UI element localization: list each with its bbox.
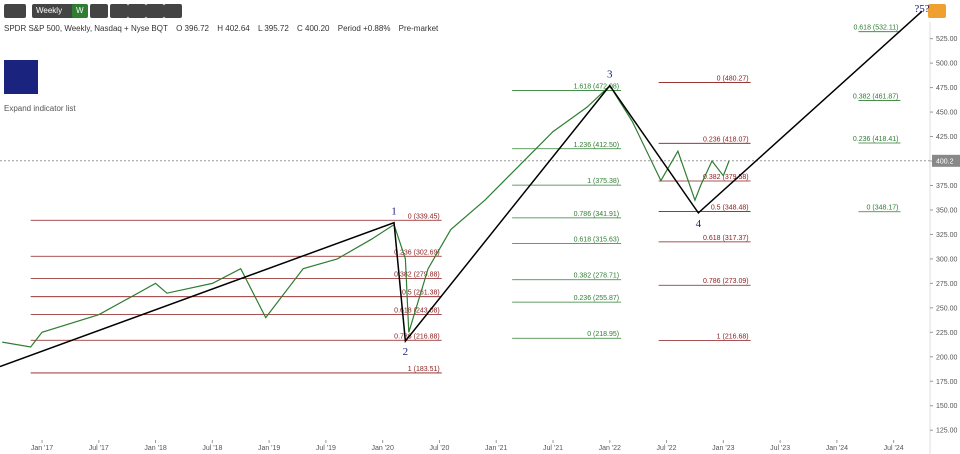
last-price-label: 400.2 xyxy=(936,158,954,165)
fib-label: 0.786 (273.09) xyxy=(703,278,749,285)
y-tick-label: 475.00 xyxy=(936,85,958,92)
wave-label: 2 xyxy=(403,346,409,358)
x-tick-label: Jul '18 xyxy=(202,445,222,452)
symbol-header: SPDR S&P 500, Weekly, Nasdaq + Nyse BQT … xyxy=(4,24,444,33)
x-tick-label: Jul '17 xyxy=(89,445,109,452)
fib-label: 0.236 (255.87) xyxy=(574,295,620,302)
y-tick-label: 425.00 xyxy=(936,134,958,141)
y-tick-label: 275.00 xyxy=(936,281,958,288)
fib-label: 0.236 (418.07) xyxy=(703,136,749,143)
x-tick-label: Jan '20 xyxy=(371,445,393,452)
last-price-tag xyxy=(932,154,960,167)
fib-label: 1 (183.51) xyxy=(408,366,440,373)
y-tick-label: 150.00 xyxy=(936,403,958,410)
logo xyxy=(4,60,38,94)
x-tick-label: Jan '19 xyxy=(258,445,280,452)
x-tick-label: Jul '23 xyxy=(770,445,790,452)
low: L 395.72 xyxy=(257,24,289,33)
x-tick-label: Jan '22 xyxy=(599,445,621,452)
x-tick-label: Jul '22 xyxy=(657,445,677,452)
x-tick-label: Jul '20 xyxy=(429,445,449,452)
y-tick-label: 325.00 xyxy=(936,232,958,239)
tool-button[interactable] xyxy=(110,4,128,18)
wave-label: 1 xyxy=(391,206,397,218)
expand-indicators[interactable]: Expand indicator list xyxy=(4,104,76,113)
x-tick-label: Jan '24 xyxy=(826,445,848,452)
menu-button[interactable] xyxy=(4,4,26,18)
fib-label: 0 (218.95) xyxy=(587,331,619,338)
camera-button[interactable] xyxy=(928,4,946,18)
fib-label: 0.382 (279.88) xyxy=(394,272,440,279)
interval-select[interactable]: Weekly xyxy=(32,4,76,18)
fib-label: 1 (216.68) xyxy=(717,333,749,340)
fib-label: 0.786 (216.88) xyxy=(394,333,440,340)
symbol: SPDR S&P 500, Weekly, Nasdaq + Nyse BQT xyxy=(4,24,168,33)
open: O 396.72 xyxy=(176,24,210,33)
y-tick-label: 300.00 xyxy=(936,256,958,263)
fib-label: 0.236 (302.69) xyxy=(394,249,440,256)
wave-line xyxy=(0,10,923,368)
y-tick-label: 125.00 xyxy=(936,428,958,435)
x-tick-label: Jul '24 xyxy=(884,445,904,452)
high: H 402.64 xyxy=(217,24,250,33)
fib-label: 0 (348.17) xyxy=(867,205,899,212)
x-tick-label: Jul '19 xyxy=(316,445,336,452)
fib-label: 0.382 (379.58) xyxy=(703,174,749,181)
wave-label: 4 xyxy=(696,218,702,230)
tool-button[interactable] xyxy=(146,4,164,18)
fib-label: 0 (339.45) xyxy=(408,213,440,220)
fib-label: 0.5 (348.48) xyxy=(711,204,749,211)
close: C 400.20 xyxy=(297,24,330,33)
wave-label: ?5? xyxy=(914,3,929,15)
period: Period +0.88% xyxy=(337,24,391,33)
y-tick-label: 250.00 xyxy=(936,305,958,312)
y-tick-label: 175.00 xyxy=(936,379,958,386)
tool-button[interactable] xyxy=(90,4,108,18)
fib-label: 0.618 (532.11) xyxy=(853,25,898,32)
x-tick-label: Jan '18 xyxy=(144,445,166,452)
y-tick-label: 375.00 xyxy=(936,183,958,190)
fib-label: 0.382 (278.71) xyxy=(574,273,620,280)
x-tick-label: Jan '23 xyxy=(712,445,734,452)
fib-label: 0.382 (461.87) xyxy=(853,93,899,100)
y-tick-label: 350.00 xyxy=(936,207,958,214)
y-tick-label: 450.00 xyxy=(936,110,958,117)
x-tick-label: Jan '17 xyxy=(31,445,53,452)
fib-label: 0 (480.27) xyxy=(717,75,749,82)
session: Pre-market xyxy=(398,24,439,33)
y-tick-label: 500.00 xyxy=(936,61,958,68)
fib-label: 1.618 (472.08) xyxy=(574,83,620,90)
fib-label: 1 (375.38) xyxy=(587,178,619,185)
x-tick-label: Jan '21 xyxy=(485,445,507,452)
fib-label: 0.618 (317.37) xyxy=(703,235,749,242)
price-line xyxy=(2,84,730,348)
y-tick-label: 200.00 xyxy=(936,354,958,361)
tool-button[interactable] xyxy=(164,4,182,18)
interval-button[interactable]: W xyxy=(72,4,88,18)
fib-label: 0.618 (315.63) xyxy=(574,237,620,244)
fib-label: 1.236 (412.50) xyxy=(574,142,620,149)
x-tick-label: Jul '21 xyxy=(543,445,563,452)
y-tick-label: 225.00 xyxy=(936,330,958,337)
fib-label: 0.236 (418.41) xyxy=(853,136,899,143)
fib-label: 0.618 (243.08) xyxy=(394,308,440,315)
fib-label: 0.786 (341.91) xyxy=(574,211,620,218)
y-tick-label: 525.00 xyxy=(936,36,958,43)
wave-label: 3 xyxy=(607,69,613,81)
tool-button[interactable] xyxy=(128,4,146,18)
